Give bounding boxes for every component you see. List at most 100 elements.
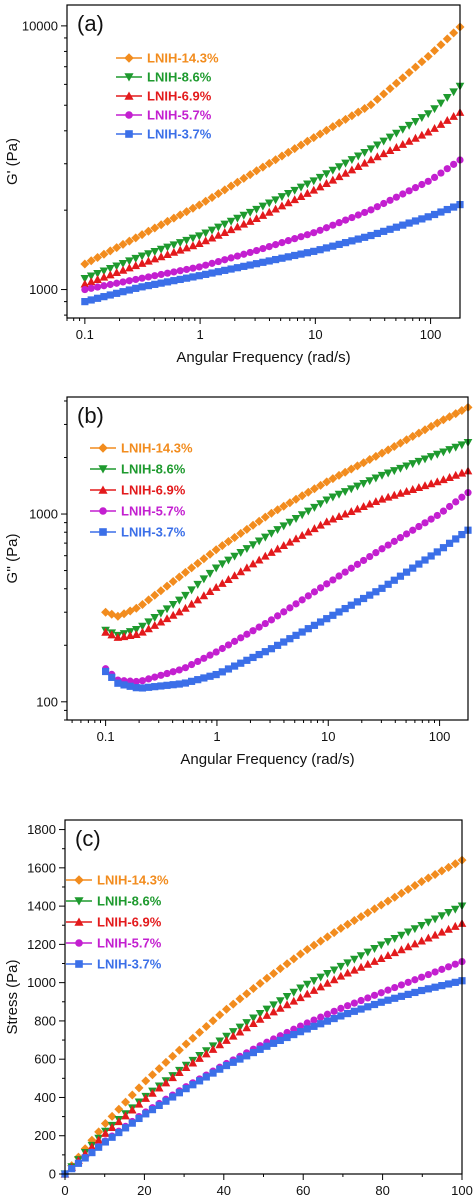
data-point	[255, 650, 263, 659]
data-point	[200, 654, 208, 662]
data-point	[217, 560, 227, 569]
data-point	[371, 474, 381, 483]
data-point	[317, 1013, 325, 1021]
data-point	[379, 149, 389, 158]
data-point	[202, 1073, 210, 1081]
data-point	[379, 89, 389, 99]
data-point	[260, 551, 270, 560]
data-point	[101, 1128, 110, 1137]
data-point	[430, 123, 439, 132]
data-point	[433, 511, 441, 520]
data-point	[411, 118, 420, 126]
data-point	[343, 959, 352, 968]
data-point	[224, 575, 233, 584]
legend-entry: LNIH-3.7%	[90, 525, 186, 540]
data-point	[145, 675, 153, 683]
data-point	[438, 965, 446, 973]
data-point	[334, 163, 344, 172]
data-point	[264, 158, 274, 168]
panel-label: (a)	[77, 11, 104, 36]
data-point	[383, 445, 393, 455]
data-point	[370, 945, 379, 953]
data-point	[346, 464, 356, 474]
series-lnih-6-9-	[101, 466, 473, 641]
data-point	[430, 173, 439, 182]
data-point	[303, 507, 313, 516]
data-point	[187, 677, 196, 685]
data-point	[276, 1036, 284, 1045]
data-point	[125, 277, 133, 285]
data-point	[417, 57, 427, 67]
data-point	[259, 244, 267, 253]
data-point	[290, 144, 300, 154]
data-point	[260, 512, 270, 522]
data-point	[371, 451, 381, 461]
data-point	[252, 214, 261, 222]
legend-label: LNIH-14.3%	[147, 51, 219, 66]
data-point	[135, 1114, 143, 1123]
data-point	[115, 1128, 123, 1137]
data-point	[328, 493, 338, 502]
data-point	[402, 568, 411, 576]
legend-marker	[99, 528, 107, 536]
data-point	[437, 208, 445, 216]
data-point	[99, 267, 109, 276]
data-point	[361, 233, 369, 241]
data-point	[376, 954, 386, 962]
legend-label: LNIH-3.7%	[97, 957, 162, 972]
data-point	[316, 982, 326, 991]
data-point	[229, 1058, 237, 1066]
data-point	[156, 220, 166, 230]
data-point	[125, 257, 134, 266]
data-point	[181, 591, 190, 600]
data-point	[286, 635, 294, 643]
data-point	[365, 499, 375, 508]
data-point	[398, 125, 408, 134]
data-point	[94, 1127, 104, 1137]
data-point	[414, 428, 424, 438]
data-point	[347, 601, 355, 609]
data-point	[157, 270, 165, 279]
data-point	[114, 1104, 124, 1114]
data-point	[427, 552, 435, 560]
data-point	[280, 608, 288, 616]
data-point	[113, 289, 121, 297]
data-point	[354, 211, 362, 219]
data-point	[182, 207, 192, 217]
data-point	[211, 582, 221, 591]
data-point	[87, 296, 95, 304]
data-point	[245, 208, 255, 217]
data-point	[430, 105, 439, 114]
data-point	[246, 248, 254, 257]
data-point	[370, 1000, 379, 1009]
data-point	[156, 609, 166, 618]
legend-label: LNIH-6.9%	[97, 915, 162, 930]
data-point	[273, 544, 282, 553]
legend: LNIH-14.3% LNIH-8.6% LNIH-6.9% LNIH-5.7% LNI…	[66, 873, 169, 972]
legend-entry: LNIH-14.3%	[116, 51, 219, 66]
data-point	[235, 1027, 245, 1036]
data-point	[207, 226, 217, 235]
data-point	[330, 1014, 338, 1023]
legend-marker	[99, 507, 107, 515]
data-point	[100, 282, 108, 290]
data-point	[95, 1143, 103, 1151]
data-point	[390, 537, 398, 545]
data-point	[347, 111, 357, 121]
series-lnih-3-7-	[102, 526, 472, 692]
data-point	[366, 100, 376, 110]
data-point	[215, 1040, 225, 1049]
data-point	[193, 558, 203, 568]
data-point	[424, 933, 433, 942]
series-lnih-14-3-	[60, 855, 467, 1179]
data-point	[81, 285, 89, 294]
data-point	[188, 234, 198, 243]
data-point	[457, 405, 467, 415]
data-point	[285, 498, 295, 508]
data-point	[335, 608, 343, 616]
data-point	[230, 532, 240, 542]
data-point	[207, 233, 217, 242]
data-point	[182, 236, 191, 245]
legend-entry: LNIH-8.6%	[90, 462, 186, 477]
